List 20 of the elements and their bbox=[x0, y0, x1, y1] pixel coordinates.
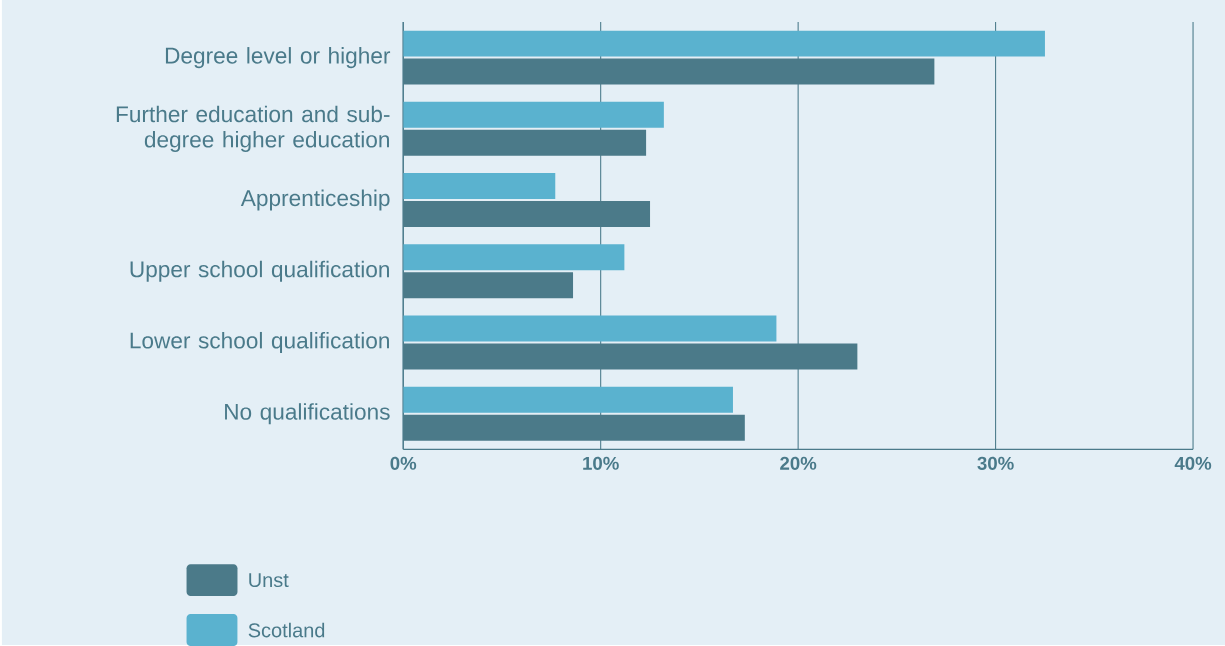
y-tick-label: Apprenticeship bbox=[240, 189, 390, 211]
y-tick-label: Lower school qualification bbox=[130, 331, 389, 354]
bar bbox=[403, 30, 1045, 57]
legend-label: Scotland bbox=[248, 622, 325, 638]
bar bbox=[403, 386, 733, 413]
x-tick-label: 30% bbox=[977, 456, 1014, 470]
bar bbox=[403, 173, 556, 200]
legend-label: Unst bbox=[249, 573, 289, 588]
y-tick-label: Further education and sub-degree higher education bbox=[116, 105, 390, 153]
bar bbox=[403, 244, 625, 271]
bar bbox=[403, 101, 664, 128]
x-tick-label: 40% bbox=[1174, 456, 1212, 470]
bar bbox=[403, 272, 574, 299]
x-tick-label: 0% bbox=[390, 456, 417, 470]
y-tick-label: Degree level or higher bbox=[165, 47, 391, 69]
y-tick-label: Upper school qualification bbox=[130, 260, 389, 282]
bar bbox=[403, 315, 777, 342]
x-tick-label: 10% bbox=[583, 456, 619, 470]
y-tick-label: No qualifications bbox=[225, 403, 390, 425]
x-tick-label: 20% bbox=[780, 456, 817, 470]
